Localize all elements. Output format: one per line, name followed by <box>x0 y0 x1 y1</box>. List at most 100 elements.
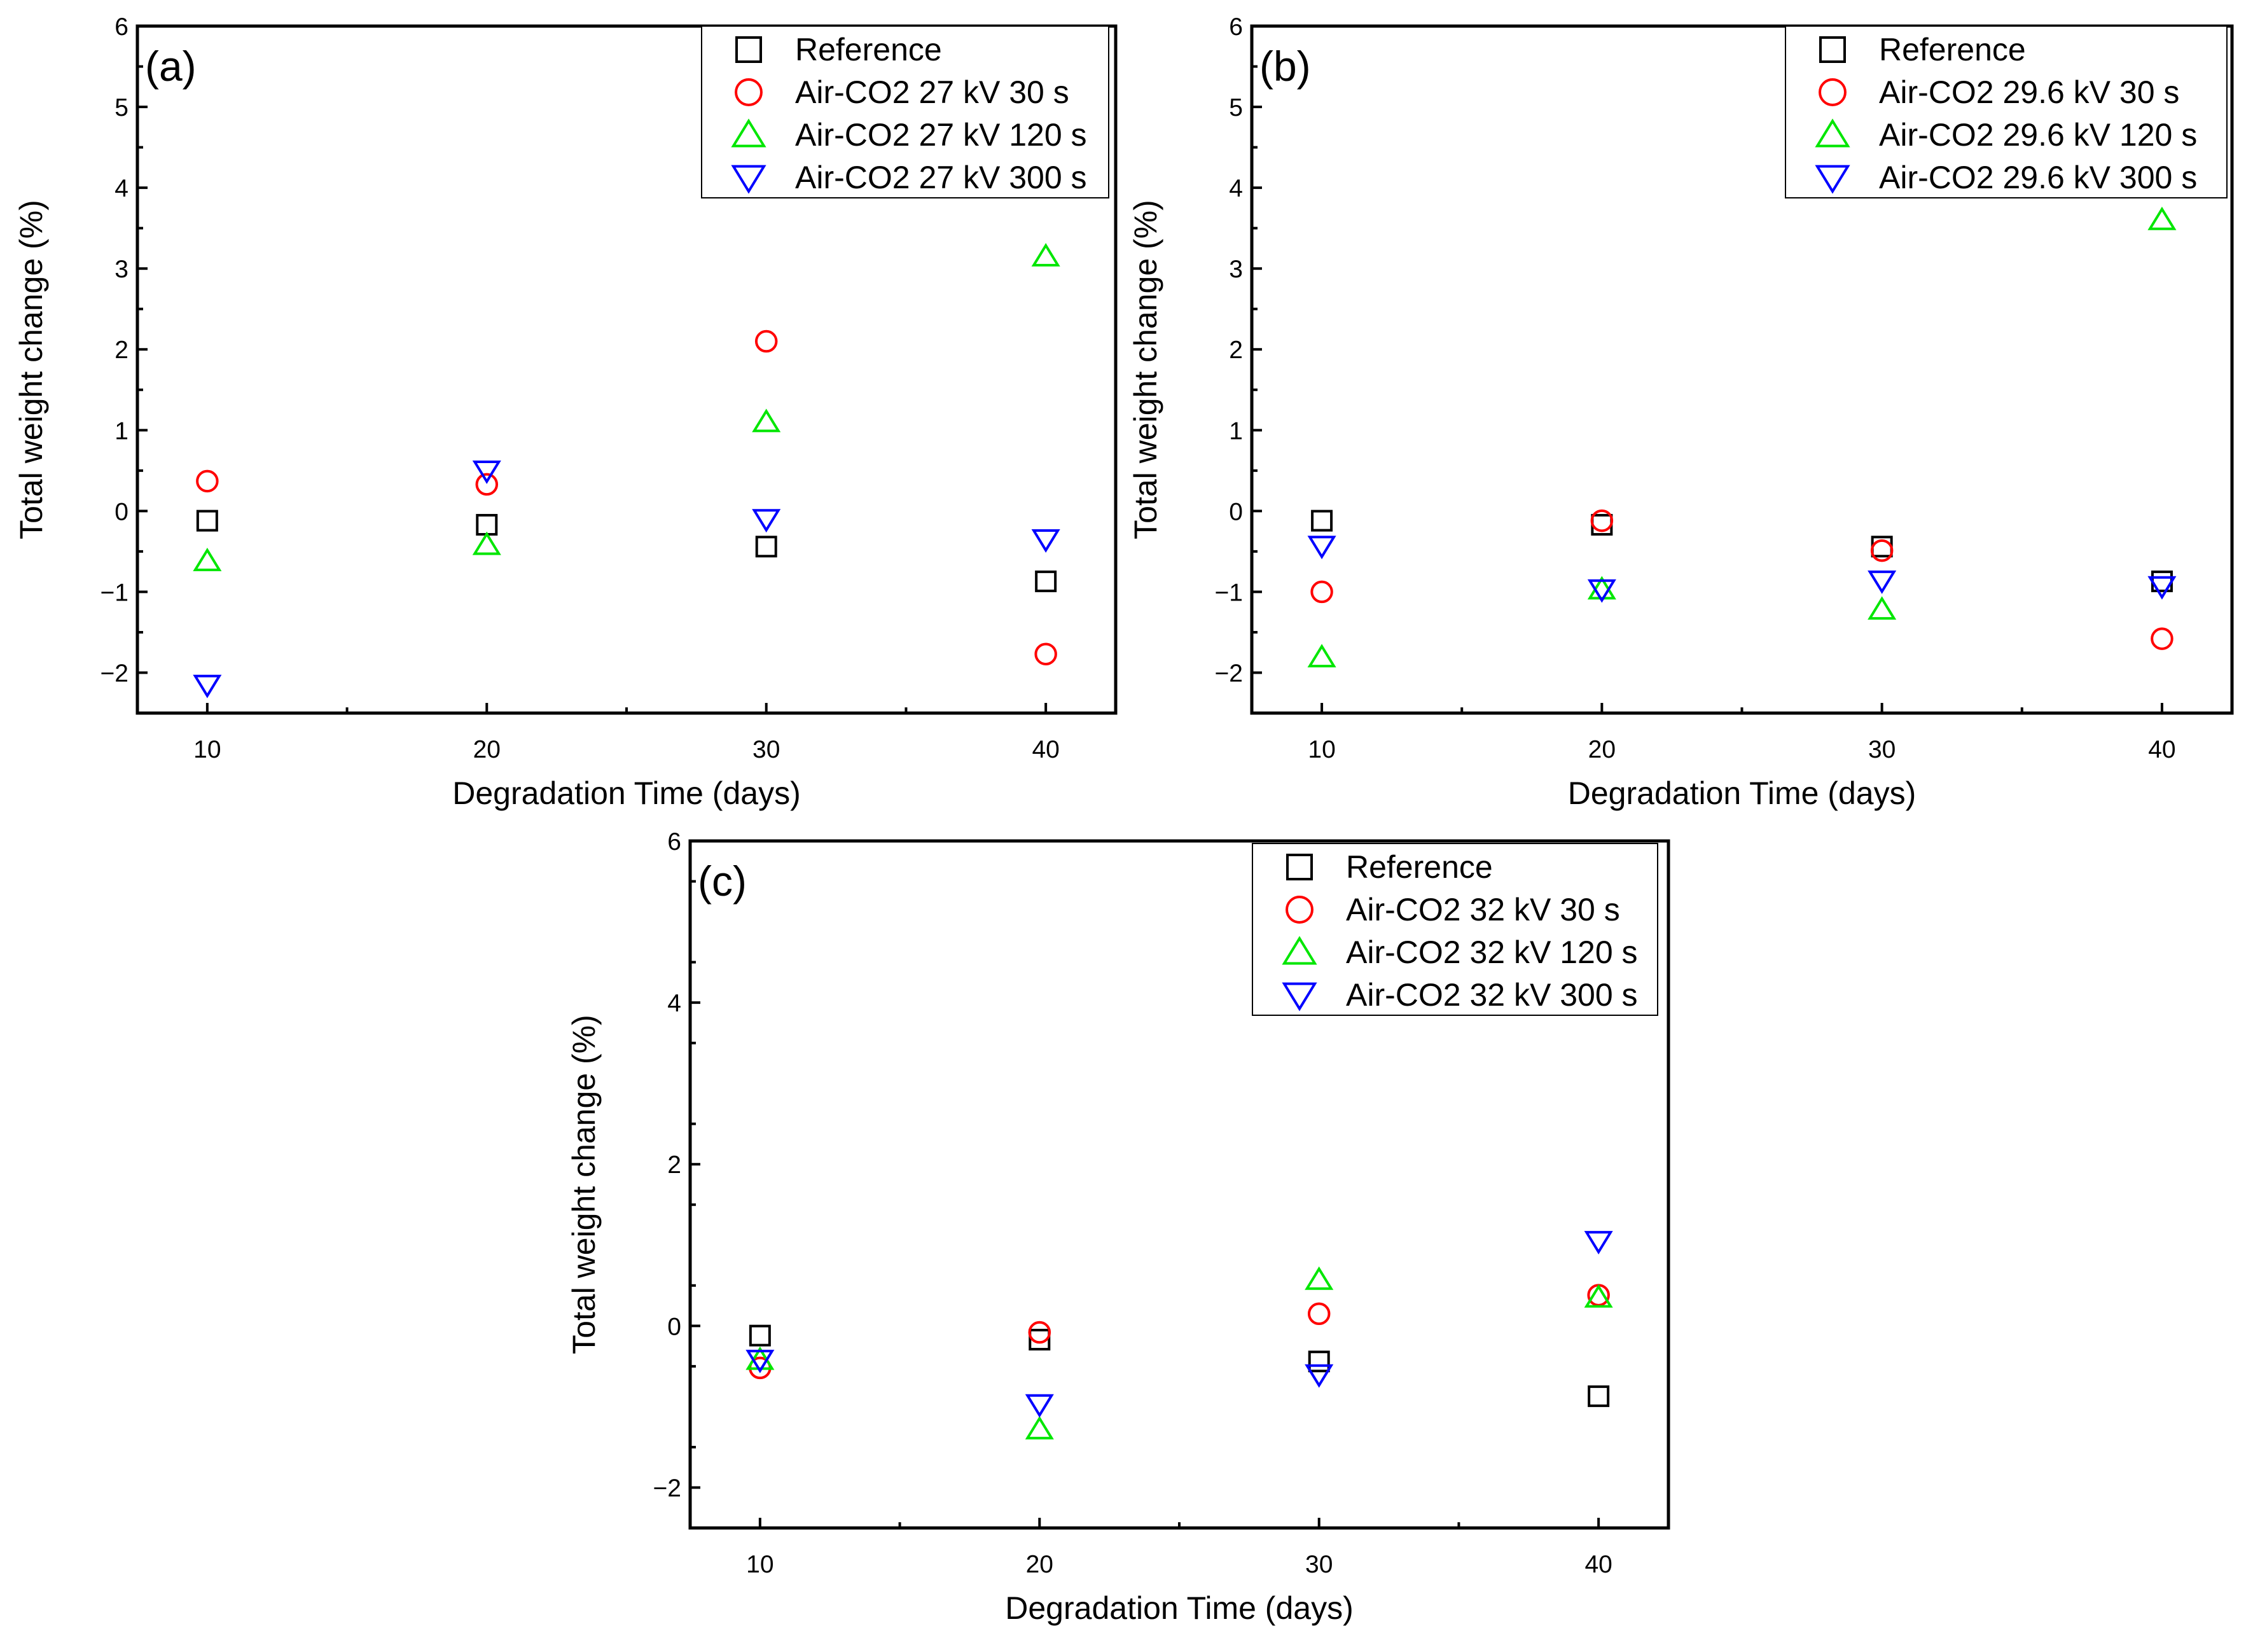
y-tick-label-c: 0 <box>667 1313 681 1340</box>
data-point-b-s1 <box>1310 580 1333 604</box>
legend-marker-b-2 <box>1815 118 1850 148</box>
legend-a: Reference Air-CO2 27 kV 30 s Air-CO2 27 kV… <box>701 25 1109 198</box>
data-point-a-s0 <box>196 510 218 532</box>
data-point-c-s3 <box>1305 1364 1334 1388</box>
y-tick-label-a: 3 <box>114 256 128 283</box>
data-point-c-s0 <box>749 1324 771 1347</box>
x-tick-label-c: 20 <box>1026 1551 1053 1578</box>
x-tick-label-b: 10 <box>1308 736 1335 763</box>
y-tick-label-b: −2 <box>1215 660 1243 687</box>
x-tick-label-a: 30 <box>752 736 780 763</box>
legend-box-c <box>1252 843 1658 1016</box>
y-tick-label-b: 0 <box>1229 498 1243 525</box>
data-point-c-s0 <box>1588 1385 1610 1407</box>
y-tick-label-b: 1 <box>1229 417 1243 445</box>
legend-marker-b-1 <box>1819 78 1847 106</box>
data-point-a-s3 <box>752 509 781 533</box>
data-point-b-s2 <box>2147 206 2177 230</box>
data-point-b-s2 <box>1307 644 1336 668</box>
y-tick-label-b: 4 <box>1229 175 1243 202</box>
x-tick-label-b: 20 <box>1588 736 1616 763</box>
legend-label-a-0: Reference <box>795 32 942 67</box>
legend-label-c-0: Reference <box>1346 849 1493 885</box>
y-tick-label-a: 4 <box>114 175 128 202</box>
legend-box-a <box>701 25 1109 198</box>
legend-label-a-2: Air-CO2 27 kV 120 s <box>795 117 1087 153</box>
y-axis-title-b: Total weight change (%) <box>1128 200 1163 539</box>
data-point-c-s0 <box>1029 1328 1051 1350</box>
data-point-c-s2 <box>1025 1415 1054 1440</box>
data-point-c-s3 <box>745 1349 775 1373</box>
legend-marker-a-1 <box>735 78 763 106</box>
y-tick-label-a: 6 <box>114 13 128 41</box>
y-tick-label-a: 1 <box>114 417 128 445</box>
x-tick-label-c: 10 <box>746 1551 773 1578</box>
y-tick-label-a: 0 <box>114 498 128 525</box>
y-tick-label-c: 2 <box>667 1151 681 1179</box>
legend-label-b-3: Air-CO2 29.6 kV 300 s <box>1879 160 2197 195</box>
data-point-c-s1 <box>1028 1321 1051 1344</box>
x-tick-label-b: 30 <box>1868 736 1896 763</box>
legend-marker-a-0 <box>735 36 762 63</box>
legend-label-b-0: Reference <box>1879 32 2026 67</box>
data-point-a-s2 <box>472 531 501 555</box>
x-tick-label-a: 40 <box>1032 736 1059 763</box>
y-tick-label-b: 3 <box>1229 256 1243 283</box>
legend-marker-b-0 <box>1819 36 1846 63</box>
y-tick-label-c: 4 <box>667 990 681 1017</box>
y-tick-label-a: −1 <box>101 579 128 606</box>
x-tick-label-c: 40 <box>1584 1551 1612 1578</box>
data-point-a-s2 <box>752 408 781 433</box>
data-point-a-s1 <box>1034 642 1057 665</box>
data-point-b-s1 <box>2151 627 2173 650</box>
y-tick-label-b: 6 <box>1229 13 1243 41</box>
y-tick-label-a: 2 <box>114 337 128 364</box>
data-point-a-s1 <box>475 473 499 496</box>
panel-a: −2 −1 0 1 2 3 4 5 6 10 20 30 40 Degradation Time (day… <box>13 13 1118 811</box>
legend-marker-a-3 <box>731 165 766 194</box>
legend-marker-c-1 <box>1286 896 1314 924</box>
panel-c: −2 0 2 4 6 10 20 30 40 Degradation Time (days) Tot… <box>566 828 1670 1626</box>
data-point-b-s0 <box>1311 510 1333 532</box>
y-tick-label-a: −2 <box>101 660 128 687</box>
data-point-b-s3 <box>1307 536 1336 560</box>
data-point-a-s3 <box>472 461 501 484</box>
y-tick-label-b: 5 <box>1229 94 1243 121</box>
y-axis-title-c: Total weight change (%) <box>566 1015 602 1354</box>
y-axis-title-a: Total weight change (%) <box>13 200 49 539</box>
data-point-c-s1 <box>1307 1302 1331 1326</box>
panel-label-a: (a) <box>145 43 197 90</box>
legend-marker-c-2 <box>1282 936 1317 965</box>
legend-marker-c-0 <box>1286 854 1313 880</box>
legend-b: Reference Air-CO2 29.6 kV 30 s Air-CO2 29.… <box>1785 25 2228 198</box>
panel-label-b: (b) <box>1259 43 1311 90</box>
data-point-a-s2 <box>193 548 222 571</box>
data-point-b-s2 <box>1868 596 1897 620</box>
legend-marker-a-2 <box>731 118 766 148</box>
x-axis-title-b: Degradation Time (days) <box>1568 775 1916 811</box>
legend-label-c-3: Air-CO2 32 kV 300 s <box>1346 977 1638 1013</box>
data-point-a-s3 <box>193 674 222 698</box>
y-tick-label-b: 2 <box>1229 337 1243 364</box>
data-point-c-s2 <box>1305 1266 1334 1290</box>
x-tick-label-a: 20 <box>473 736 501 763</box>
data-point-a-s0 <box>476 513 498 536</box>
data-point-b-s3 <box>2147 576 2177 600</box>
legend-marker-c-3 <box>1282 982 1317 1011</box>
x-tick-label-a: 10 <box>193 736 221 763</box>
legend-label-b-1: Air-CO2 29.6 kV 30 s <box>1879 74 2179 110</box>
data-point-c-s0 <box>1308 1350 1330 1373</box>
legend-label-a-3: Air-CO2 27 kV 300 s <box>795 160 1087 195</box>
data-point-c-s3 <box>1025 1394 1054 1418</box>
legend-label-c-1: Air-CO2 32 kV 30 s <box>1346 892 1620 927</box>
data-point-c-s2 <box>1584 1284 1613 1308</box>
x-axis-title-c: Degradation Time (days) <box>1005 1590 1353 1626</box>
y-tick-label-c: −2 <box>653 1475 681 1502</box>
legend-marker-b-3 <box>1815 165 1850 194</box>
data-point-c-s3 <box>1584 1231 1613 1255</box>
x-axis-title-a: Degradation Time (days) <box>452 775 800 811</box>
panel-b: −2 −1 0 1 2 3 4 5 6 10 20 30 40 Degradation Time (day… <box>1128 13 2234 811</box>
x-tick-label-c: 30 <box>1305 1551 1333 1578</box>
data-point-a-s2 <box>1031 243 1060 267</box>
